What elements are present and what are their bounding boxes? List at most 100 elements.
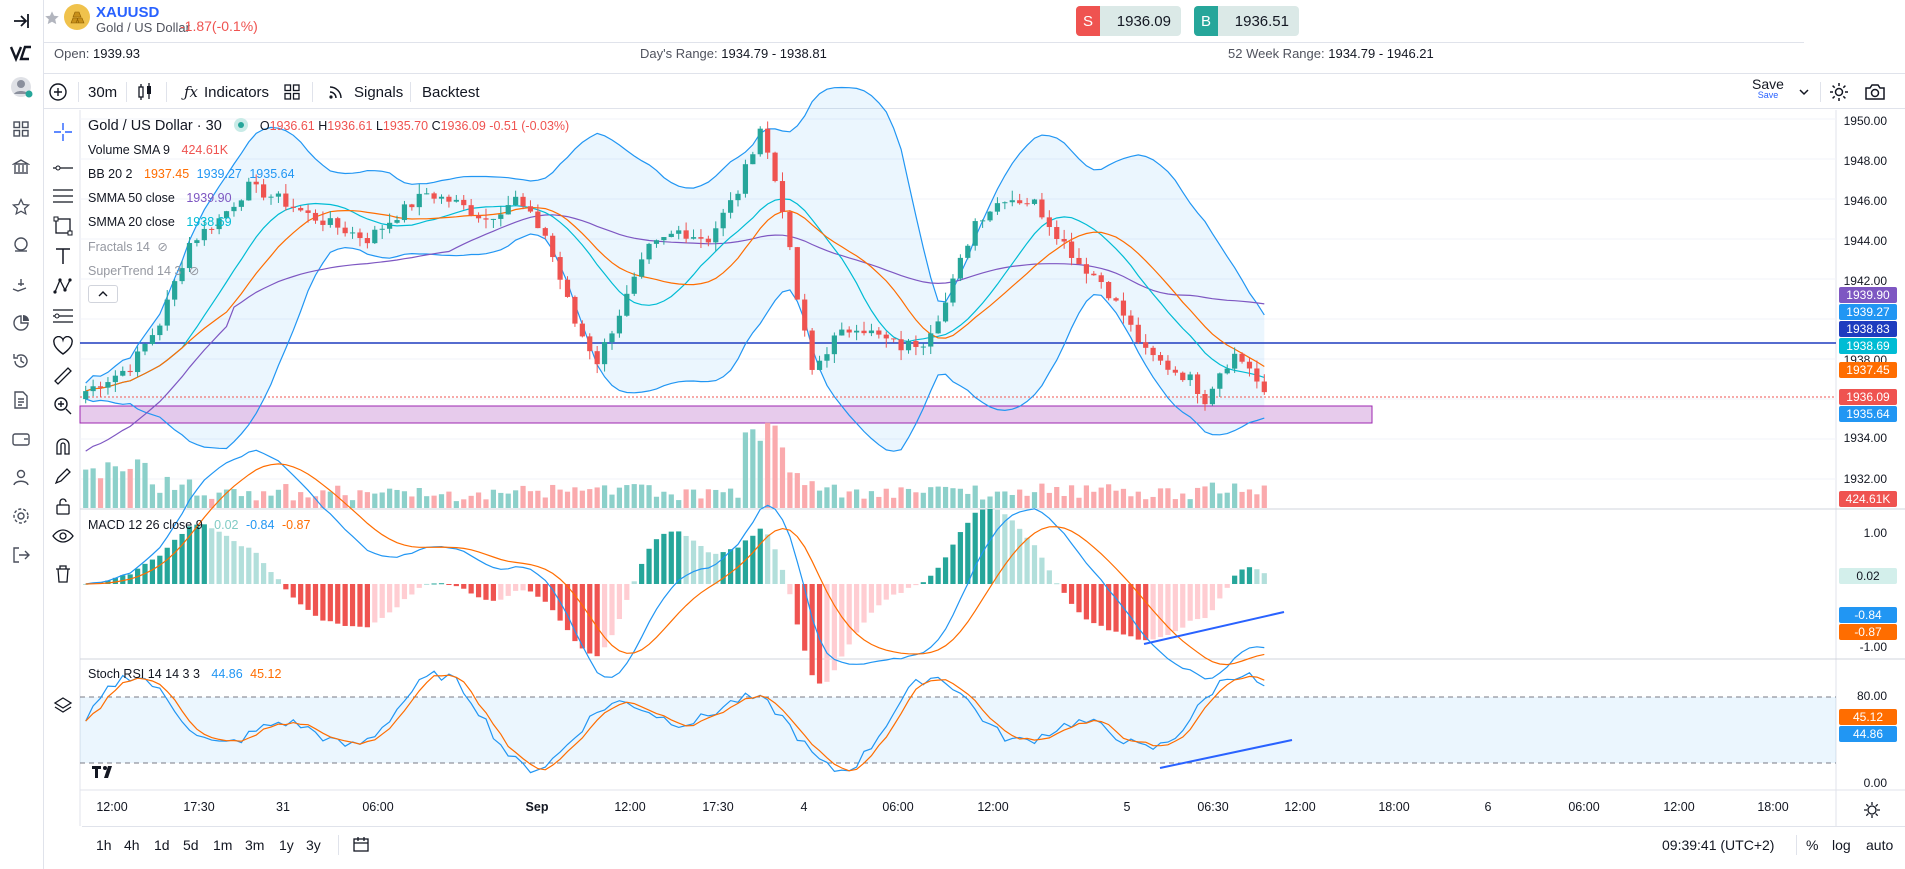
collapse-icon[interactable] [8,8,34,34]
macd-hist-bar [950,544,956,584]
star-icon[interactable] [8,194,34,220]
sell-button[interactable]: S 1936.09 [1076,6,1181,36]
document-icon[interactable] [8,387,34,413]
ruler-icon[interactable] [49,362,77,390]
macd-hist-bar [935,567,941,584]
percent-toggle[interactable]: % [1806,837,1819,853]
lock-icon[interactable] [49,492,77,520]
forecast-icon[interactable] [49,302,77,330]
candle-body [246,181,252,201]
magnet-icon[interactable] [49,432,77,460]
heart-icon[interactable] [49,332,77,360]
collapse-legend-button[interactable] [88,285,118,303]
signals-label: Signals [354,83,404,101]
logout-icon[interactable] [8,542,34,568]
coins-icon[interactable] [8,232,34,258]
add-symbol-button[interactable] [48,74,68,110]
brand-logo-icon[interactable] [8,40,34,66]
crosshair-icon[interactable] [49,118,77,146]
macd-hist-bar [794,584,800,625]
rectangle-icon[interactable] [49,212,77,240]
bb-legend[interactable]: BB 20 2 1937.45 1939.27 1935.64 [88,167,295,181]
macd-divergence-line[interactable] [1143,611,1285,645]
range-3y[interactable]: 3y [306,837,321,853]
macd-hist-bar [498,584,504,600]
cash-hand-icon[interactable] [8,272,34,298]
days-range-label: Day's Range: [640,46,718,61]
smma20-legend[interactable]: SMMA 20 close 1938.69 [88,215,232,229]
smma50-legend[interactable]: SMMA 50 close 1939.90 [88,191,232,205]
fractals-params: 14 [135,240,150,254]
go-to-date-button[interactable] [352,827,370,863]
settings-icon[interactable] [8,503,34,529]
macd-hist-bar [668,531,674,584]
zoom-in-icon[interactable] [49,392,77,420]
series-title[interactable]: Gold / US Dollar · 30 [88,118,222,134]
hidden-eye-icon[interactable]: ⊘ [188,264,200,278]
screenshot-button[interactable] [1864,74,1886,110]
chart-settings-button[interactable] [1828,74,1850,110]
candle-body [320,220,326,225]
range-4h[interactable]: 4h [124,837,140,853]
backtest-button[interactable]: Backtest [422,83,480,101]
candle-body [1150,347,1156,356]
candle-body [787,211,793,248]
interval-button[interactable]: 30m [88,83,118,101]
fractals-legend[interactable]: Fractals 14 ⊘ [88,239,168,254]
buy-button[interactable]: B 1936.51 [1194,6,1299,36]
macd-legend[interactable]: MACD 12 26 close 9 0.02 -0.84 -0.87 [88,518,310,532]
volume-bar [1202,486,1208,508]
save-button[interactable]: Save Save [1744,76,1792,100]
auto-toggle[interactable]: auto [1866,837,1894,853]
avatar-icon[interactable] [8,74,34,100]
volume-bar [1061,495,1067,508]
support-zone[interactable] [79,405,1373,424]
templates-button[interactable] [284,74,300,110]
stoch-divergence-line[interactable] [1159,739,1293,769]
favorite-star-icon[interactable] [44,10,59,25]
supertrend-legend[interactable]: SuperTrend 14 3 ⊘ [88,263,199,278]
log-toggle[interactable]: log [1832,837,1851,853]
layers-icon[interactable] [49,692,77,720]
volume-legend[interactable]: Volume SMA 9 424.61K [88,143,228,157]
axis-settings-icon[interactable] [1864,802,1880,818]
fib-lines-icon[interactable] [49,182,77,210]
macd-hist-bar [1061,584,1067,593]
macd-signal-value: -0.87 [281,518,311,532]
hidden-eye-icon[interactable]: ⊘ [157,240,168,254]
range-1m[interactable]: 1m [213,837,233,853]
symbol-ticker[interactable]: XAUUSD [96,4,160,21]
volume-bar [624,485,630,508]
pie-chart-icon[interactable] [8,310,34,336]
text-tool-icon[interactable] [49,242,77,270]
candle-body [1039,199,1045,218]
user-icon[interactable] [8,464,34,490]
wallet-icon[interactable] [8,426,34,452]
candle-body [1002,202,1008,204]
stoch-legend[interactable]: Stoch RSI 14 14 3 3 44.86 45.12 [88,667,281,681]
volume-bar [1232,483,1238,508]
pattern-icon[interactable] [49,272,77,300]
pencil-lock-icon[interactable] [49,462,77,490]
time-tick: 18:00 [1757,800,1789,814]
range-3m[interactable]: 3m [245,837,265,853]
signals-button[interactable]: Signals [328,74,403,110]
range-5d[interactable]: 5d [183,837,199,853]
smma50-line [85,214,1265,452]
save-dropdown-button[interactable] [1798,74,1810,110]
clock[interactable]: 09:39:41 (UTC+2) [1662,837,1775,853]
range-1y[interactable]: 1y [279,837,294,853]
indicators-button[interactable]: ƒx Indicators [184,74,269,110]
candle-body [1061,238,1067,242]
dashboard-icon[interactable] [8,116,34,142]
trend-line-icon[interactable] [49,154,77,182]
range-1h[interactable]: 1h [96,837,112,853]
trash-icon[interactable] [49,560,77,588]
range-1d[interactable]: 1d [154,837,170,853]
candle-body [431,193,437,199]
eye-icon[interactable] [49,522,77,550]
chart-type-button[interactable] [136,74,154,110]
bank-icon[interactable] [8,154,34,180]
history-icon[interactable] [8,348,34,374]
